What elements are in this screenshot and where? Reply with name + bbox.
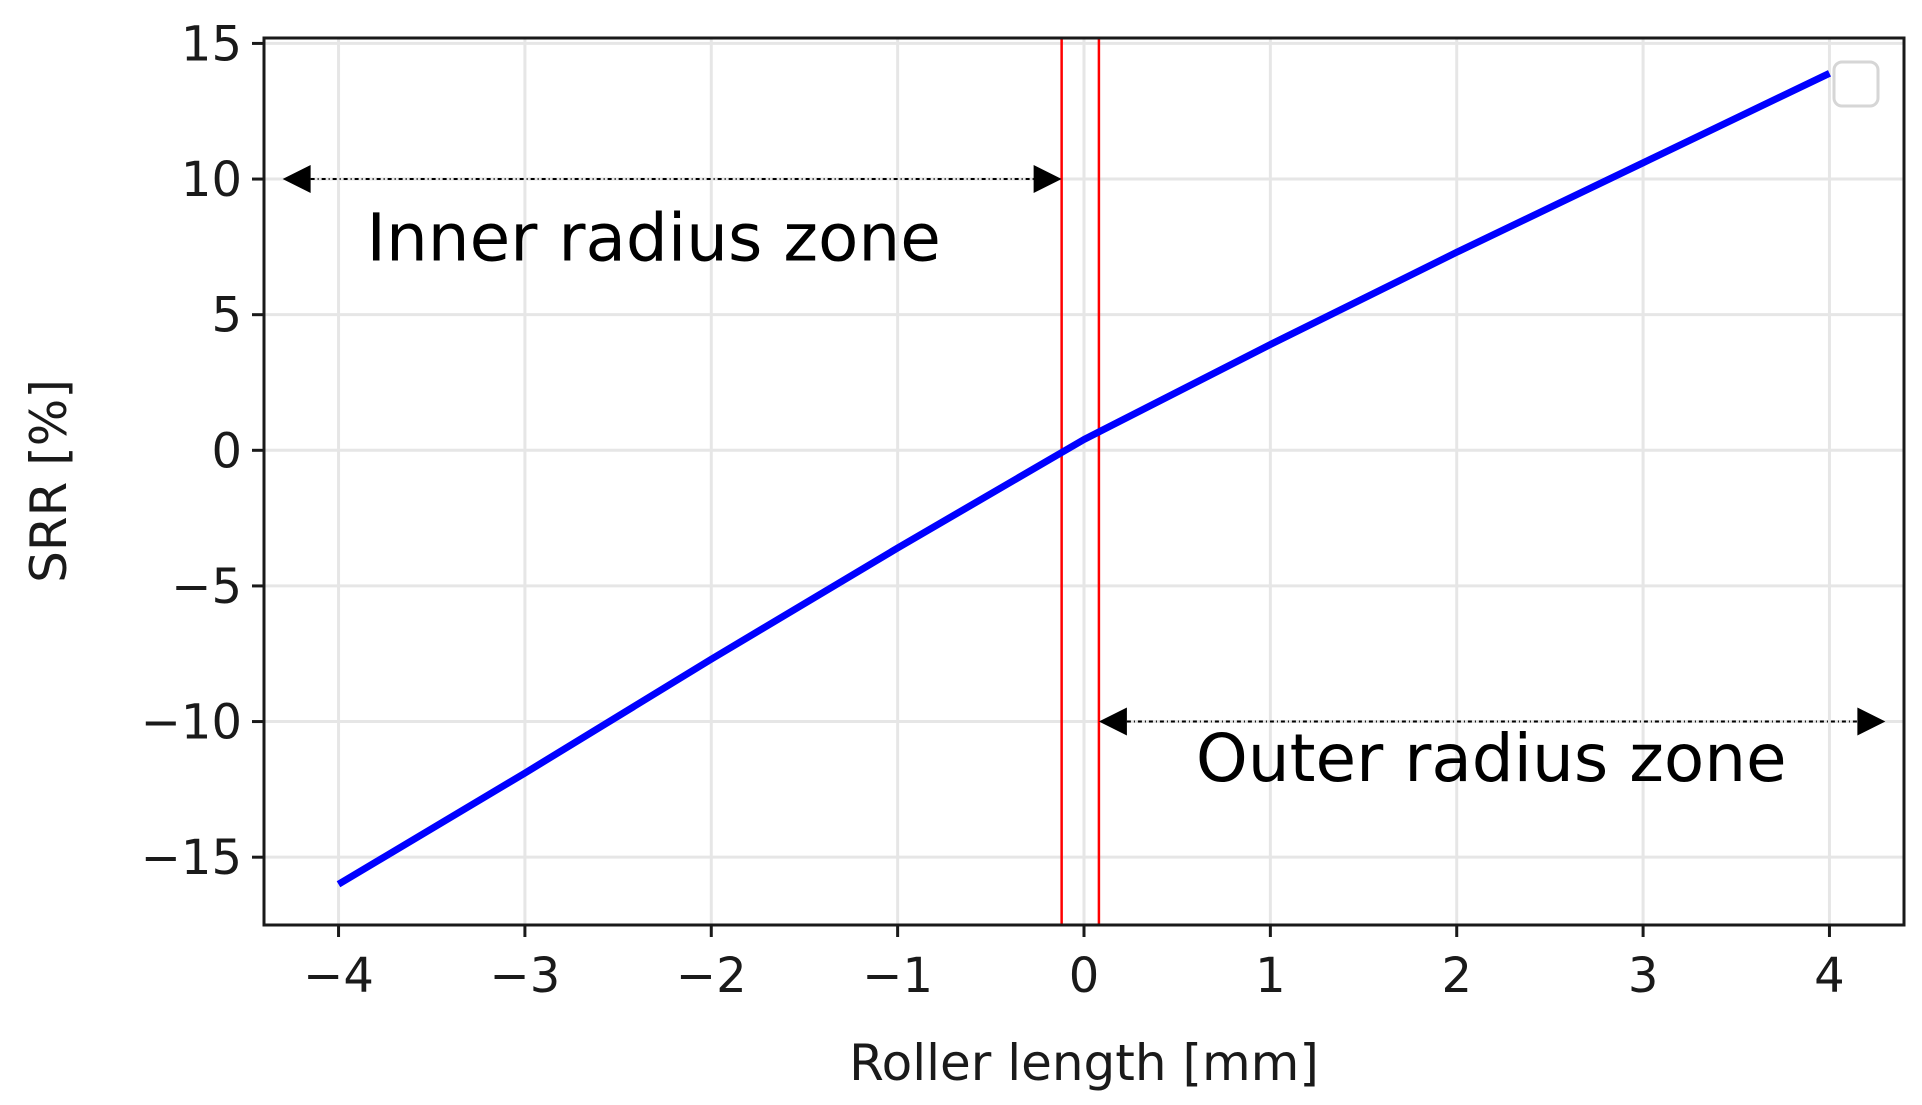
- y-axis-label: SRR [%]: [20, 379, 78, 583]
- zone-annotation: Outer radius zone: [1196, 720, 1787, 797]
- x-tick-label: −1: [862, 948, 933, 1004]
- series-line: [336, 70, 1832, 888]
- y-tick-label: −10: [141, 695, 242, 751]
- x-tick-label: −2: [676, 948, 747, 1004]
- y-tick-label: −15: [141, 830, 242, 886]
- zone-annotation: Inner radius zone: [367, 199, 941, 276]
- y-tick-label: 0: [211, 423, 242, 479]
- arrow-head-left: [1098, 707, 1127, 736]
- zone-arrows: [282, 165, 1886, 736]
- annotations: Inner radius zone Outer radius zone: [367, 199, 1787, 797]
- series-lines: [336, 70, 1832, 888]
- arrow-head-left: [282, 165, 311, 194]
- y-tick-label: 15: [181, 16, 242, 72]
- y-tick-label: 10: [181, 152, 242, 208]
- reference-lines: [1060, 38, 1101, 925]
- arrow-head-right: [1033, 165, 1062, 194]
- x-tick-label: 4: [1814, 948, 1845, 1004]
- arrow-head-right: [1857, 707, 1886, 736]
- x-tick-label: 3: [1628, 948, 1659, 1004]
- x-tick-label: −4: [303, 948, 374, 1004]
- grid: [264, 38, 1904, 925]
- y-tick-label: −5: [171, 559, 242, 615]
- y-tick-label: 5: [211, 288, 242, 344]
- x-tick-label: 2: [1441, 948, 1472, 1004]
- x-tick-label: 0: [1069, 948, 1100, 1004]
- legend-box: [1832, 60, 1880, 108]
- x-tick-label: −3: [490, 948, 561, 1004]
- x-tick-label: 1: [1255, 948, 1286, 1004]
- x-axis-label: Roller length [mm]: [849, 1034, 1319, 1092]
